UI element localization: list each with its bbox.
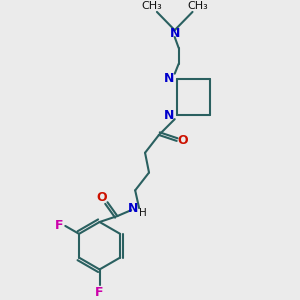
Text: N: N [169, 27, 180, 40]
Text: N: N [164, 72, 174, 85]
Text: N: N [128, 202, 138, 214]
Text: N: N [164, 109, 174, 122]
Text: O: O [96, 191, 107, 204]
Text: O: O [177, 134, 188, 147]
Text: F: F [95, 286, 104, 299]
Text: H: H [139, 208, 147, 218]
Text: CH₃: CH₃ [187, 1, 208, 11]
Text: CH₃: CH₃ [142, 1, 162, 11]
Text: F: F [55, 219, 64, 232]
